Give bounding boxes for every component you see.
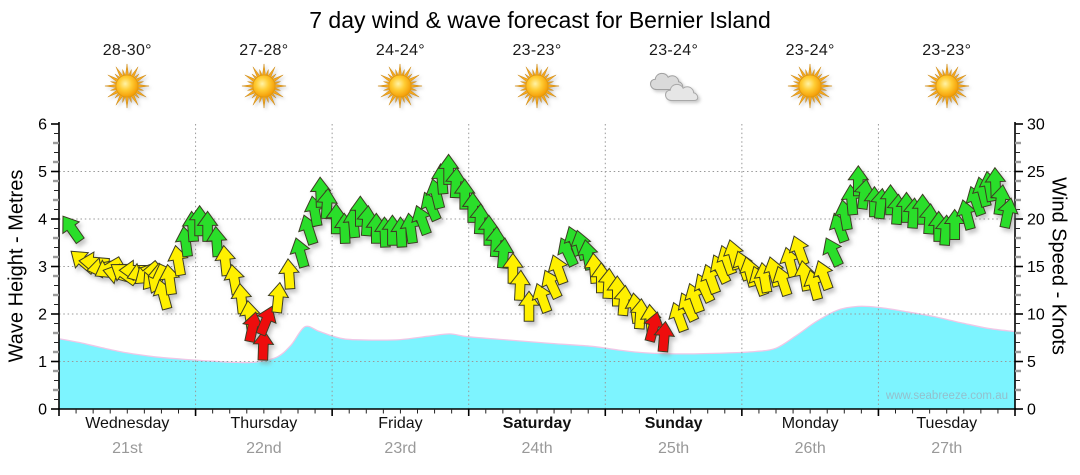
svg-text:5: 5 — [1027, 354, 1036, 371]
day-date: 22nd — [246, 440, 282, 457]
day-column: 24-24° — [332, 42, 469, 111]
cloudy-icon — [605, 63, 742, 111]
day-axis-labels: Wednesday 21st Thursday 22nd Friday 23rd… — [59, 415, 1015, 458]
day-column: 23-23° — [469, 42, 606, 111]
svg-text:1: 1 — [38, 354, 47, 371]
temperature-label: 23-23° — [512, 42, 562, 59]
svg-text:10: 10 — [1027, 307, 1045, 324]
sunny-icon — [59, 63, 196, 111]
day-label: Tuesday 27th — [878, 415, 1015, 458]
svg-text:15: 15 — [1027, 259, 1045, 276]
day-label: Wednesday 21st — [59, 415, 196, 458]
day-label: Monday 26th — [742, 415, 879, 458]
svg-text:5: 5 — [38, 164, 47, 181]
temperature-label: 27-28° — [239, 42, 289, 59]
sunny-icon — [469, 63, 606, 111]
day-date: 21st — [112, 440, 143, 457]
day-column: 23-24° — [605, 42, 742, 111]
day-date: 23rd — [384, 440, 417, 457]
temperature-label: 23-24° — [785, 42, 835, 59]
sunny-icon — [742, 63, 879, 111]
day-column: 27-28° — [196, 42, 333, 111]
day-date: 27th — [931, 440, 963, 457]
svg-text:0: 0 — [38, 402, 47, 419]
svg-text:20: 20 — [1027, 212, 1045, 229]
day-date: 25th — [658, 440, 690, 457]
watermark: www.seabreeze.com.au — [885, 390, 1008, 402]
temperature-label: 24-24° — [375, 42, 425, 59]
svg-text:4: 4 — [38, 212, 47, 229]
day-column: 28-30° — [59, 42, 196, 111]
svg-text:3: 3 — [38, 259, 47, 276]
day-column: 23-24° — [742, 42, 879, 111]
sunny-icon — [332, 63, 469, 111]
svg-text:2: 2 — [38, 307, 47, 324]
day-date: 24th — [521, 440, 553, 457]
forecast-header: 28-30° 27-28° 24-24° 23-23° 23-24° 23-24… — [59, 42, 1015, 111]
svg-text:0: 0 — [1027, 402, 1036, 419]
page-title: 7 day wind & wave forecast for Bernier I… — [309, 7, 771, 33]
temperature-label: 23-24° — [649, 42, 699, 59]
svg-text:30: 30 — [1027, 117, 1045, 134]
svg-text:25: 25 — [1027, 164, 1045, 181]
day-column: 23-23° — [878, 42, 1015, 111]
svg-text:6: 6 — [38, 117, 47, 134]
day-label: Thursday 22nd — [196, 415, 333, 458]
day-label: Saturday 24th — [469, 415, 606, 458]
day-label: Sunday 25th — [605, 415, 742, 458]
day-date: 26th — [794, 440, 826, 457]
temperature-label: 28-30° — [102, 42, 152, 59]
sunny-icon — [196, 63, 333, 111]
sunny-icon — [878, 63, 1015, 111]
day-label: Friday 23rd — [332, 415, 469, 458]
temperature-label: 23-23° — [922, 42, 972, 59]
